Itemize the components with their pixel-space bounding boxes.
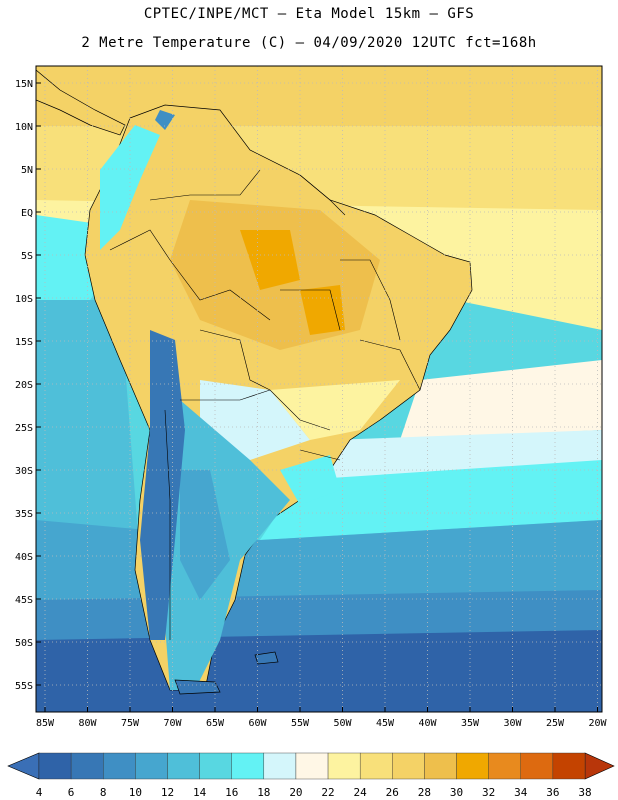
lat-label: 10S (15, 294, 33, 305)
colorbar-swatch (295, 752, 329, 780)
map-fill-layer (36, 66, 602, 712)
colorbar-value-label: 30 (450, 786, 463, 799)
lat-label: 35S (15, 509, 33, 520)
colorbar-value-label: 34 (514, 786, 528, 799)
colorbar-swatch (263, 752, 297, 780)
colorbar-swatch (424, 752, 457, 780)
border-guianas (299, 174, 346, 216)
lat-label: 25S (15, 423, 33, 434)
lat-label: 55S (15, 681, 33, 692)
lon-label: 35W (461, 718, 480, 729)
colorbar-value-label: 8 (100, 786, 107, 799)
patagonia-cold-zone (180, 470, 230, 600)
lon-label: 60W (248, 718, 267, 729)
colorbar-swatch (456, 752, 489, 780)
lon-label: 80W (78, 718, 97, 729)
lat-label: 5N (21, 165, 33, 176)
border-argentina-uruguay (299, 449, 341, 461)
colorbar-low-arrow (7, 752, 40, 780)
colorbar-value-label: 26 (386, 786, 399, 799)
border-bolivia (199, 329, 271, 391)
colorbar-value-label: 14 (193, 786, 207, 799)
colorbar-swatch (488, 752, 521, 780)
map-frame (35, 65, 603, 713)
lon-label: 50W (333, 718, 352, 729)
lat-label: 10N (15, 122, 33, 133)
lon-label: 55W (291, 718, 310, 729)
colorbar-value-label: 24 (354, 786, 368, 799)
colorbar-value-label: 12 (161, 786, 174, 799)
lat-label: 45S (15, 595, 33, 606)
lat-label: 50S (15, 638, 33, 649)
mato-grosso-hot-zone (300, 285, 345, 335)
colorbar-swatch (392, 752, 425, 780)
lat-label: 20S (15, 380, 33, 391)
latitude-axis: 15N 10N 5N EQ 5S 10S 15S 20S 25S 30S 35S 40S 45S 50S 5… (15, 79, 41, 692)
longitude-axis: 85W 80W 75W 70W 65W 60W 55W 50W 45W 40W 35W 30W 25W 2… (36, 707, 608, 729)
colorbar-swatch (231, 752, 265, 780)
temperature-colorbar: 4 6 8 10 12 14 16 18 20 22 24 26 28 30 32 34 36 38 (7, 752, 615, 799)
lon-label: 65W (206, 718, 225, 729)
colorbar-swatch (520, 752, 554, 780)
map-title-line1: CPTEC/INPE/MCT – Eta Model 15km – GFS (143, 6, 475, 22)
colorbar-value-label: 38 (578, 786, 591, 799)
lon-label: 30W (503, 718, 522, 729)
colorbar-swatch (327, 752, 361, 780)
northern-andes-cool-band (100, 125, 160, 250)
lon-label: 45W (376, 718, 395, 729)
south-atlantic-pale-band (400, 360, 602, 440)
colorbar-swatch (199, 752, 232, 780)
lon-label: 40W (418, 718, 437, 729)
lon-label: 25W (546, 718, 565, 729)
south-atlantic-cyan-band (260, 460, 602, 540)
border-argentina-bolivia (180, 389, 271, 401)
colorbar-value-label: 32 (482, 786, 495, 799)
colorbar-swatch (359, 752, 393, 780)
lat-label: 5S (21, 251, 33, 262)
lat-label: 15S (15, 337, 33, 348)
colorbar-swatch (552, 752, 586, 780)
lat-label: 15N (15, 79, 33, 90)
central-brazil-hottest-zone (240, 230, 300, 290)
colorbar-swatch (38, 752, 72, 780)
lat-label: 30S (15, 466, 33, 477)
border-ecuador-peru (109, 229, 171, 261)
lon-label: 85W (36, 718, 55, 729)
central-america-landmass (36, 69, 126, 136)
colorbar-value-label: 6 (68, 786, 75, 799)
colorbar-value-label: 22 (321, 786, 334, 799)
falkland-islands (254, 651, 279, 665)
lat-label: 40S (15, 552, 33, 563)
uruguay-cool-zone (280, 455, 340, 505)
colorbar-swatch (103, 752, 136, 780)
colorbar-value-label: 18 (257, 786, 270, 799)
colorbar-value-label: 16 (225, 786, 238, 799)
colorbar-swatch (135, 752, 168, 780)
lat-label: EQ (21, 208, 33, 219)
colombia-peak-spot (155, 110, 175, 130)
border-brazil-states-2 (280, 289, 341, 331)
lon-label: 70W (163, 718, 182, 729)
tierra-del-fuego (174, 679, 221, 695)
andes-cold-band (140, 330, 185, 640)
lon-label: 20W (588, 718, 607, 729)
southeast-brazil-mild-zone (270, 380, 400, 440)
border-chile-argentina (164, 409, 171, 640)
caribbean-warm-band (36, 66, 602, 126)
colorbar-value-label: 10 (129, 786, 142, 799)
border-brazil-states-3 (359, 339, 421, 391)
colorbar-value-label: 4 (36, 786, 43, 799)
colorbar-swatch (167, 752, 200, 780)
map-title-line2: 2 Metre Temperature (C) – 04/09/2020 12U… (81, 35, 537, 51)
lon-label: 75W (121, 718, 140, 729)
colorbar-high-arrow (584, 752, 615, 780)
colorbar-value-label: 20 (289, 786, 302, 799)
border-brazil-states-1 (340, 259, 401, 341)
colorbar-value-label: 28 (418, 786, 431, 799)
colorbar-swatch (70, 752, 104, 780)
colorbar-value-label: 36 (546, 786, 559, 799)
